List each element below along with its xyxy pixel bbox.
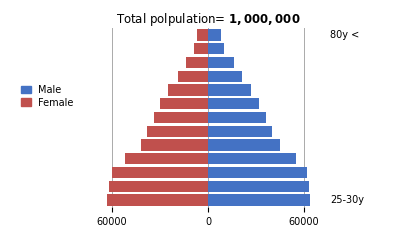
Bar xyxy=(208,153,296,164)
Bar xyxy=(208,84,251,96)
Bar xyxy=(208,98,259,110)
Legend: Male, Female: Male, Female xyxy=(21,85,74,108)
Bar xyxy=(208,57,234,68)
Bar xyxy=(168,84,208,96)
Text: 25-30y: 25-30y xyxy=(330,195,364,205)
Bar xyxy=(160,98,208,110)
Title: Total polpulation= $\bf{1,000,000}$: Total polpulation= $\bf{1,000,000}$ xyxy=(116,11,300,28)
Bar xyxy=(208,194,310,206)
Bar xyxy=(107,194,208,206)
Bar xyxy=(208,112,266,123)
Bar xyxy=(112,167,208,178)
Bar xyxy=(194,43,208,55)
Bar xyxy=(208,29,221,41)
Bar xyxy=(208,71,242,82)
Bar xyxy=(197,29,208,41)
Bar xyxy=(141,139,208,151)
Bar xyxy=(125,153,208,164)
Bar xyxy=(109,180,208,192)
Text: 80y <: 80y < xyxy=(330,30,360,40)
Bar xyxy=(154,112,208,123)
Bar xyxy=(208,139,280,151)
Bar xyxy=(208,167,307,178)
Bar xyxy=(178,71,208,82)
Bar xyxy=(186,57,208,68)
Bar xyxy=(208,180,309,192)
Bar xyxy=(208,125,272,137)
Bar xyxy=(147,125,208,137)
Bar xyxy=(208,43,224,55)
